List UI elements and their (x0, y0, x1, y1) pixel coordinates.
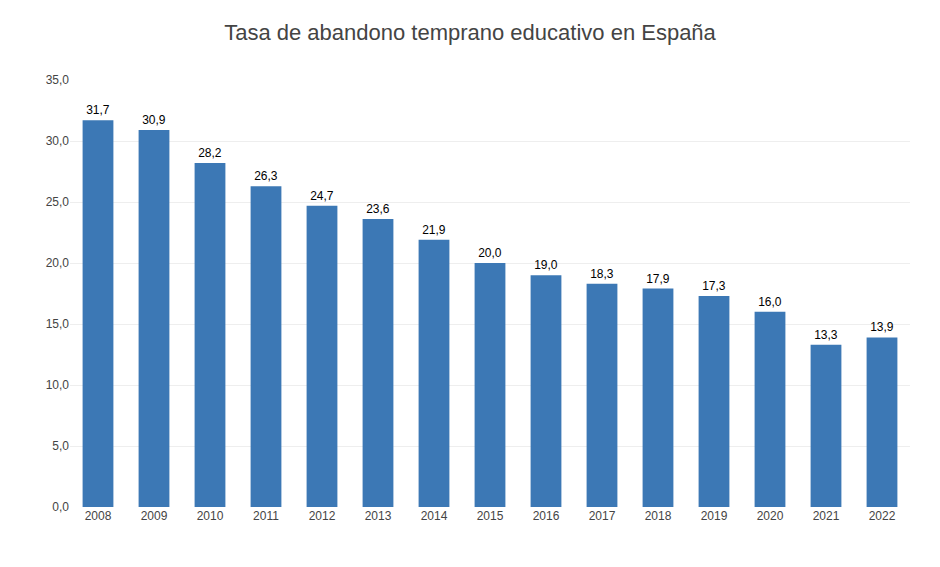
svg-text:2022: 2022 (869, 509, 896, 523)
svg-text:2014: 2014 (421, 509, 448, 523)
svg-text:2018: 2018 (645, 509, 672, 523)
svg-text:16,0: 16,0 (758, 295, 782, 309)
svg-text:19,0: 19,0 (534, 258, 558, 272)
svg-text:24,7: 24,7 (310, 189, 334, 203)
svg-text:2019: 2019 (701, 509, 728, 523)
svg-text:21,9: 21,9 (422, 223, 446, 237)
svg-text:2017: 2017 (589, 509, 616, 523)
svg-text:2021: 2021 (813, 509, 840, 523)
svg-text:2015: 2015 (477, 509, 504, 523)
svg-text:25,0: 25,0 (46, 195, 70, 209)
svg-text:0,0: 0,0 (52, 500, 69, 514)
svg-text:2012: 2012 (309, 509, 336, 523)
svg-text:26,3: 26,3 (254, 169, 278, 183)
svg-text:28,2: 28,2 (198, 146, 222, 160)
svg-text:17,3: 17,3 (702, 279, 726, 293)
svg-text:17,9: 17,9 (646, 272, 670, 286)
svg-text:13,9: 13,9 (870, 320, 894, 334)
svg-text:2013: 2013 (365, 509, 392, 523)
svg-text:5,0: 5,0 (52, 439, 69, 453)
svg-text:2008: 2008 (85, 509, 112, 523)
svg-text:2010: 2010 (197, 509, 224, 523)
svg-text:35,0: 35,0 (46, 73, 70, 87)
svg-text:23,6: 23,6 (366, 202, 390, 216)
svg-text:2016: 2016 (533, 509, 560, 523)
svg-text:2009: 2009 (141, 509, 168, 523)
svg-text:20,0: 20,0 (478, 246, 502, 260)
svg-text:Tasa de abandono temprano educ: Tasa de abandono temprano educativo en E… (224, 20, 716, 45)
svg-text:30,9: 30,9 (142, 113, 166, 127)
svg-text:18,3: 18,3 (590, 267, 614, 281)
svg-text:2011: 2011 (253, 509, 279, 523)
svg-text:15,0: 15,0 (46, 317, 70, 331)
svg-text:30,0: 30,0 (46, 134, 70, 148)
svg-text:13,3: 13,3 (814, 328, 838, 342)
svg-text:10,0: 10,0 (46, 378, 70, 392)
svg-text:2020: 2020 (757, 509, 784, 523)
svg-text:31,7: 31,7 (86, 103, 110, 117)
svg-text:20,0: 20,0 (46, 256, 70, 270)
